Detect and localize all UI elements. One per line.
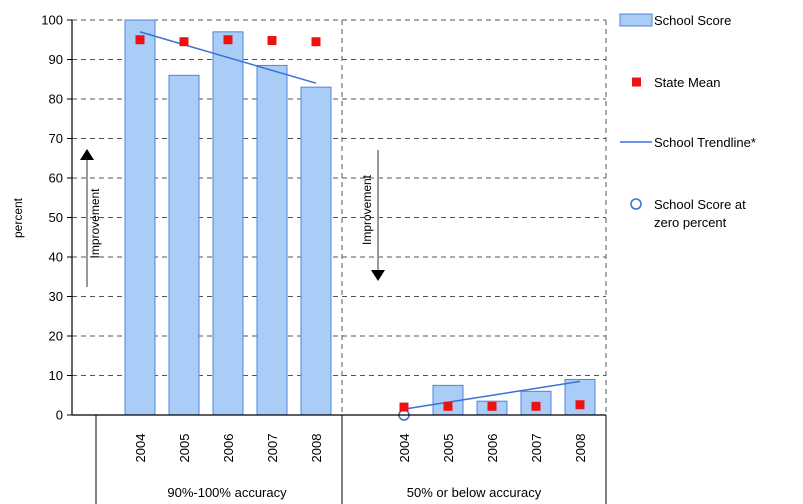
school-trendline-1 [139, 31, 317, 84]
y-tick-label-40: 40 [49, 250, 63, 265]
x-ticks: 2004 2005 2006 2007 2008 90%-100% accuracy 200… [133, 434, 588, 500]
x-tick-label-1-2007: 2007 [265, 434, 280, 463]
legend-label-state-mean: State Mean [654, 75, 721, 90]
legend-school-score-swatch [619, 13, 653, 27]
y-tick-label-90: 90 [49, 52, 63, 67]
y-axis-label: percent [11, 197, 25, 238]
state-mean-marker-1-2006 [223, 35, 233, 45]
improvement-label-2: Improvement [360, 174, 374, 245]
y-tick-label-60: 60 [49, 171, 63, 186]
x-tick-label-1-2006: 2006 [221, 434, 236, 463]
state-means [135, 35, 585, 412]
y-ticks: 0 10 20 30 40 50 60 70 80 90 100 [41, 13, 72, 423]
y-tick-label-70: 70 [49, 131, 63, 146]
state-mean-marker-2-2008 [575, 400, 585, 410]
legend-label-school-trendline: School Trendline* [654, 135, 756, 150]
school-score-bar-1-2005 [168, 74, 200, 416]
school-score-bar-2-2008 [564, 378, 596, 416]
x-tick-label-2-2005: 2005 [441, 434, 456, 463]
legend: School Score State Mean School Trendline* S… [619, 13, 756, 230]
legend-zero-score-swatch [630, 198, 642, 210]
improvement-arrow-head-2 [371, 270, 385, 281]
state-mean-marker-2-2006 [487, 401, 497, 411]
school-score-bar-1-2007 [256, 64, 288, 416]
state-mean-marker-2-2007 [531, 401, 541, 411]
state-mean-marker-2-2004 [399, 402, 409, 412]
legend-label-school-score-at-zero-percent: School Score at zero percent [654, 197, 746, 230]
x-tick-label-2-2006: 2006 [485, 434, 500, 463]
legend-label-school-score: School Score [654, 13, 731, 28]
y-tick-label-10: 10 [49, 368, 63, 383]
y-tick-label-0: 0 [56, 408, 63, 423]
x-tick-label-1-2005: 2005 [177, 434, 192, 463]
state-mean-marker-2-2005 [443, 401, 453, 411]
x-tick-label-2-2004: 2004 [397, 434, 412, 463]
legend-state-mean-swatch [632, 77, 641, 87]
group-label-1: 90%-100% accuracy [167, 485, 287, 500]
improvement-arrow-head-1 [80, 149, 94, 160]
improvement-label-1: Improvement [88, 188, 102, 259]
x-tick-label-1-2008: 2008 [309, 434, 324, 463]
y-tick-label-30: 30 [49, 289, 63, 304]
group-label-2: 50% or below accuracy [407, 485, 542, 500]
state-mean-marker-1-2004 [135, 35, 145, 45]
y-tick-label-20: 20 [49, 329, 63, 344]
improvement-indicators: Improvement Improvement [80, 149, 385, 287]
school-score-bar-1-2006 [212, 31, 244, 416]
y-tick-label-50: 50 [49, 210, 63, 225]
school-trendline-2 [403, 380, 581, 410]
y-tick-label-80: 80 [49, 92, 63, 107]
x-tick-label-2-2008: 2008 [573, 434, 588, 463]
school-score-bar-1-2004 [124, 19, 156, 416]
y-tick-label-100: 100 [41, 13, 63, 28]
state-mean-marker-1-2008 [311, 37, 321, 47]
state-mean-marker-1-2007 [267, 36, 277, 46]
school-score-bar-1-2008 [300, 86, 332, 416]
gridlines [72, 19, 607, 415]
trendlines [139, 31, 581, 410]
state-mean-marker-1-2005 [179, 37, 189, 47]
x-tick-label-1-2004: 2004 [133, 434, 148, 463]
x-tick-label-2-2007: 2007 [529, 434, 544, 463]
